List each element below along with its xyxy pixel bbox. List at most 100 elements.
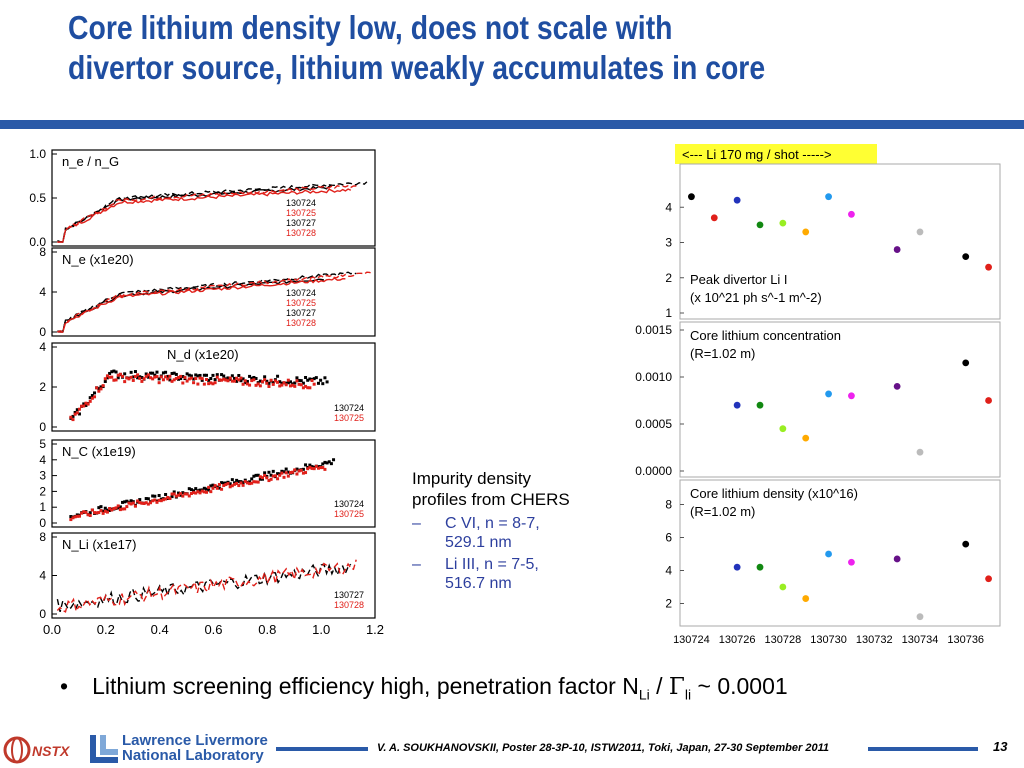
x-tick-label: 1.0 (312, 622, 330, 637)
time-trace-point (243, 379, 247, 383)
gamma-symbol: Γ (668, 674, 685, 700)
scatter-point (893, 555, 901, 563)
scatter-point (985, 397, 992, 404)
time-trace-point (103, 379, 107, 383)
time-trace-point (230, 484, 234, 488)
time-trace-point (220, 487, 224, 491)
time-trace-point (133, 370, 137, 374)
time-trace-point (151, 494, 155, 498)
legend-entry: 130728 (286, 228, 316, 238)
time-trace-point (316, 466, 320, 470)
time-trace-point (101, 509, 105, 513)
time-trace-point (144, 374, 148, 378)
time-trace-point (254, 480, 258, 484)
time-trace-point (172, 371, 176, 375)
time-trace-point (325, 461, 329, 465)
legend-entry: 130724 (334, 403, 364, 413)
time-trace-point (217, 378, 221, 382)
time-trace-point (250, 376, 254, 380)
time-trace-chart: n_e / n_G1.00.50.01307241307251307271307… (29, 147, 384, 640)
time-trace-point (232, 379, 236, 383)
scatter-point (893, 246, 901, 253)
dash: – (412, 556, 421, 573)
time-trace-point (198, 376, 202, 380)
legend-entry: 130724 (286, 288, 316, 298)
time-trace-point (239, 481, 243, 485)
time-trace-point (316, 381, 320, 385)
time-trace-point (157, 377, 161, 381)
time-trace-point (140, 379, 144, 383)
time-trace-point (288, 380, 292, 384)
time-trace-point (276, 374, 280, 378)
time-trace-point (133, 374, 137, 378)
title-rule (0, 120, 1024, 129)
time-trace-point (265, 381, 269, 385)
time-trace-point (198, 491, 202, 495)
legend-entry: 130725 (286, 208, 316, 218)
time-trace-point (164, 492, 168, 496)
time-trace-point (177, 491, 181, 495)
dash: – (412, 515, 421, 532)
slide-title: Core lithium density low, does not scale… (68, 8, 842, 88)
scatter-point (916, 613, 924, 621)
time-trace-point (189, 374, 193, 378)
scatter-point (962, 359, 970, 367)
slide-title-line2: divertor source, lithium weakly accumula… (68, 49, 766, 86)
time-trace-point (288, 471, 292, 475)
time-trace-point (295, 379, 299, 383)
time-trace-point (192, 381, 196, 385)
time-trace-point (155, 500, 159, 504)
time-trace-point (312, 382, 316, 386)
time-trace-point (149, 501, 153, 505)
li-dose-banner (675, 144, 877, 164)
time-trace-point (250, 477, 254, 481)
y-tick-label: 3 (665, 236, 672, 250)
time-trace-point (273, 474, 277, 478)
time-trace-point (299, 379, 303, 383)
time-trace-point (179, 493, 183, 497)
time-trace-point (99, 509, 103, 513)
time-trace-point (323, 467, 327, 471)
time-trace-point (196, 382, 200, 386)
time-trace-point (108, 508, 112, 512)
time-trace-point (99, 387, 103, 391)
y-tick-label: 1 (39, 500, 46, 514)
x-tick-label: 0.4 (151, 622, 169, 637)
time-trace-point (131, 375, 135, 379)
time-trace-point (263, 378, 267, 382)
time-trace-point (241, 377, 245, 381)
time-trace-point (271, 474, 275, 478)
time-trace-point (293, 384, 297, 388)
citation: V. A. SOUKHANOVSKII, Poster 28-3P-10, IS… (377, 742, 829, 754)
time-trace-point (230, 374, 234, 378)
chers-note-heading: Impurity density profiles from CHERS (412, 469, 570, 509)
time-trace-point (159, 499, 163, 503)
time-trace-point (90, 394, 94, 398)
time-trace-point (310, 379, 314, 383)
panel-frame (51, 247, 376, 337)
time-trace-point (101, 511, 105, 515)
time-trace-point (153, 375, 157, 379)
time-trace-point (144, 497, 148, 501)
time-trace-point (172, 378, 176, 382)
time-trace-point (189, 492, 193, 496)
time-trace-point (82, 510, 86, 514)
x-tick-label: 130726 (719, 634, 756, 646)
time-trace-point (211, 373, 215, 377)
scatter-point (848, 392, 855, 400)
y-tick-label: 4 (665, 200, 672, 214)
time-trace-point (75, 411, 79, 415)
time-trace-point (146, 373, 150, 377)
time-trace-point (82, 402, 86, 406)
time-trace-point (314, 376, 318, 380)
bullet-value: ~ 0.0001 (691, 673, 788, 699)
time-trace-point (226, 379, 230, 383)
time-trace-point (217, 483, 221, 487)
time-trace-point (110, 508, 114, 512)
time-trace-point (241, 481, 245, 485)
time-trace-point (207, 485, 211, 489)
time-trace-point (202, 490, 206, 494)
time-trace-line (57, 188, 352, 243)
time-trace-point (222, 374, 226, 378)
shot-scatter-chart: <--- Li 170 mg / shot ----->Peak diverto… (635, 144, 1001, 646)
